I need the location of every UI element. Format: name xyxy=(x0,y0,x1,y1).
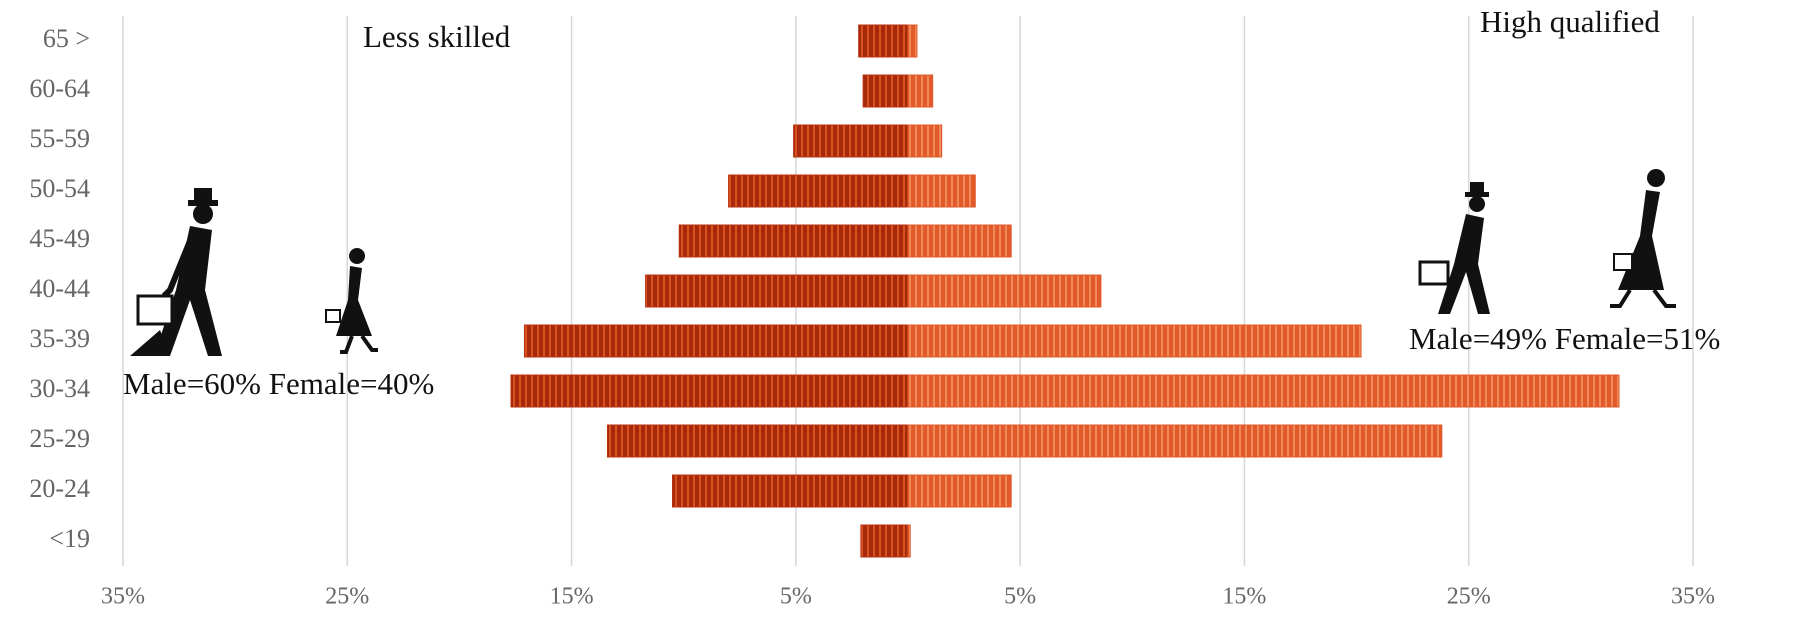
bar xyxy=(645,274,909,308)
x-tick-label: 5% xyxy=(1004,584,1036,610)
y-tick-label: 45-49 xyxy=(29,224,90,253)
bar xyxy=(907,374,1620,408)
y-tick-label: <19 xyxy=(49,524,90,553)
bar xyxy=(862,74,909,108)
x-tick-label: 15% xyxy=(550,584,594,610)
bars xyxy=(510,24,1620,558)
figure-man-right xyxy=(1418,182,1490,314)
figure-man-left xyxy=(130,188,222,356)
bar xyxy=(860,524,909,558)
x-tick-label: 35% xyxy=(101,584,145,610)
series-label: Less skilled xyxy=(363,19,511,54)
bar xyxy=(678,224,909,258)
bar xyxy=(907,224,1012,258)
bar xyxy=(907,274,1102,308)
bar xyxy=(907,174,976,208)
figure-woman-left xyxy=(325,248,378,354)
bar xyxy=(907,324,1362,358)
bar xyxy=(907,524,911,558)
x-tick-label: 25% xyxy=(325,584,369,610)
y-tick-label: 40-44 xyxy=(29,274,90,303)
bar xyxy=(907,124,943,158)
y-tick-label: 35-39 xyxy=(29,324,90,353)
annotation: Male=49% Female=51% xyxy=(1409,321,1720,356)
annotation: Male=60% Female=40% xyxy=(123,366,434,401)
bar xyxy=(907,424,1443,458)
bar xyxy=(907,74,934,108)
x-tick-label: 35% xyxy=(1671,584,1715,610)
bar xyxy=(606,424,909,458)
bar xyxy=(793,124,909,158)
bar xyxy=(510,374,909,408)
y-tick-label: 60-64 xyxy=(29,74,90,103)
bar xyxy=(672,474,909,508)
x-tick-label: 15% xyxy=(1222,584,1266,610)
y-tick-label: 65 > xyxy=(43,24,90,53)
labels: 35% 25% 15% 5% 5% 15% 25% 35% 65 > 60-64 55-59 50-5… xyxy=(29,24,1715,610)
y-tick-label: 55-59 xyxy=(29,124,90,153)
y-tick-label: 30-34 xyxy=(29,374,90,403)
figure-woman-right xyxy=(1610,169,1676,308)
bar xyxy=(728,174,909,208)
y-tick-label: 20-24 xyxy=(29,474,90,503)
bar xyxy=(523,324,909,358)
bar xyxy=(907,474,1012,508)
x-tick-label: 5% xyxy=(780,584,812,610)
x-tick-label: 25% xyxy=(1447,584,1491,610)
y-tick-label: 50-54 xyxy=(29,174,90,203)
bar xyxy=(907,24,918,58)
y-tick-label: 25-29 xyxy=(29,424,90,453)
series-label: High qualified xyxy=(1480,4,1660,39)
bar xyxy=(858,24,909,58)
